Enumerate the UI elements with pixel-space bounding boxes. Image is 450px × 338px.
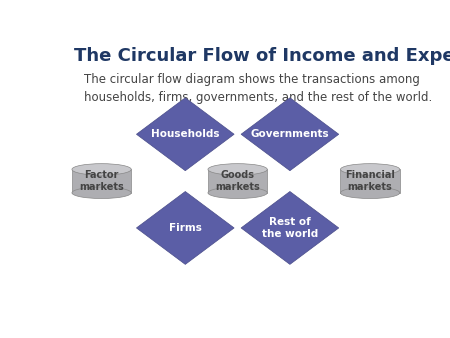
Text: Rest of
the world: Rest of the world bbox=[262, 217, 318, 239]
Ellipse shape bbox=[208, 187, 267, 198]
Text: Firms: Firms bbox=[169, 223, 202, 233]
Ellipse shape bbox=[72, 187, 131, 198]
Polygon shape bbox=[72, 169, 131, 193]
Polygon shape bbox=[136, 98, 234, 171]
Text: Factor
markets: Factor markets bbox=[79, 170, 124, 192]
Polygon shape bbox=[241, 192, 339, 264]
Ellipse shape bbox=[208, 164, 267, 175]
Text: The Circular Flow of Income and Expenditure: The Circular Flow of Income and Expendit… bbox=[74, 47, 450, 65]
Ellipse shape bbox=[341, 164, 400, 175]
Polygon shape bbox=[136, 192, 234, 264]
Text: The circular flow diagram shows the transactions among
households, firms, govern: The circular flow diagram shows the tran… bbox=[84, 73, 432, 104]
Text: Governments: Governments bbox=[251, 129, 329, 139]
Text: Goods
markets: Goods markets bbox=[215, 170, 260, 192]
Text: Households: Households bbox=[151, 129, 220, 139]
Polygon shape bbox=[241, 98, 339, 171]
Ellipse shape bbox=[72, 164, 131, 175]
Ellipse shape bbox=[341, 187, 400, 198]
Polygon shape bbox=[208, 169, 267, 193]
Text: Financial
markets: Financial markets bbox=[345, 170, 395, 192]
Polygon shape bbox=[341, 169, 400, 193]
